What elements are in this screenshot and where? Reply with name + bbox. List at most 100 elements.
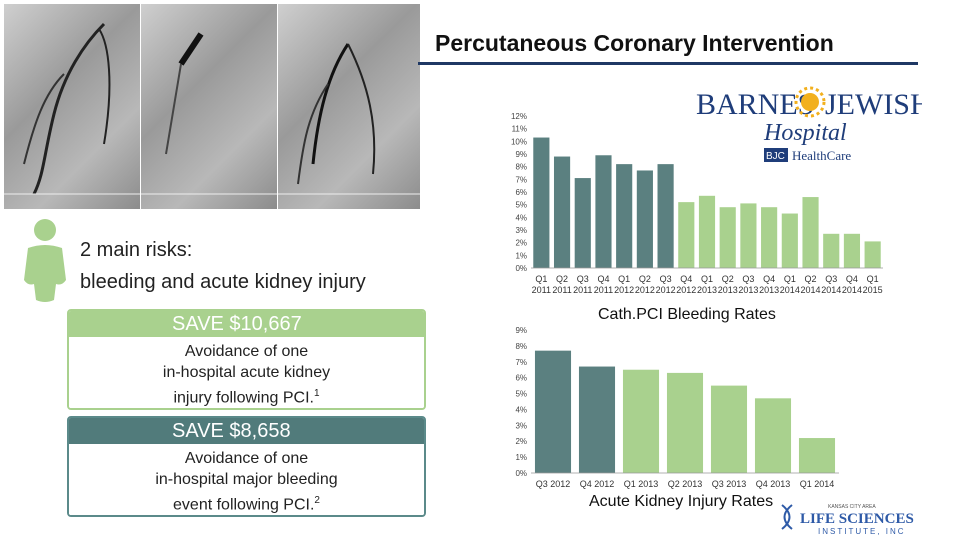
x-tick-label: 2013 [718, 285, 738, 295]
bar [781, 213, 798, 268]
x-tick-label: 2014 [842, 285, 862, 295]
person-icon [24, 219, 66, 302]
dna-icon [781, 504, 793, 530]
y-tick-label: 11% [512, 125, 527, 134]
x-tick-label: Q1 [618, 274, 630, 284]
x-tick-label: 2012 [656, 285, 676, 295]
x-tick-label: Q2 [639, 274, 651, 284]
x-tick-label: 2012 [614, 285, 634, 295]
x-tick-label: Q2 2013 [668, 479, 703, 489]
bar [595, 155, 612, 268]
save-heading: SAVE $8,658 [69, 418, 424, 444]
save-description: Avoidance of one in-hospital major bleed… [69, 444, 424, 516]
x-tick-label: Q3 [825, 274, 837, 284]
bar [740, 203, 757, 268]
save-line: injury following PCI.1 [173, 388, 320, 407]
sun-icon [794, 86, 826, 118]
footnote-marker: 1 [313, 388, 320, 399]
y-tick-label: 5% [515, 201, 527, 210]
save-line: Avoidance of one [184, 450, 309, 467]
x-tick-label: Q4 [680, 274, 692, 284]
y-tick-label: 7% [515, 175, 527, 184]
x-tick-label: Q1 [784, 274, 796, 284]
bar [698, 195, 716, 268]
bar [666, 372, 704, 473]
save-line: in-hospital acute kidney [162, 364, 331, 381]
x-tick-label: Q3 [742, 274, 754, 284]
barnes-jewish-logo: BARNES JEWISH Hospital BJC HealthCare [696, 86, 922, 163]
x-tick-label: 2012 [676, 285, 696, 295]
x-tick-label: Q2 [556, 274, 568, 284]
bar [761, 207, 778, 268]
y-tick-label: 10% [511, 137, 527, 146]
aki-chart: 0% 1% 2% 3% 4% 5% 6% 7% 8% 9% Q3 2012 Q4 2012 Q1 201… [515, 326, 839, 489]
x-tick-label: Q4 2012 [580, 479, 615, 489]
svg-text:KANSAS CITY AREA: KANSAS CITY AREA [828, 504, 876, 510]
save-box-aki: SAVE $10,667 Avoidance of one in-hospita… [67, 309, 426, 411]
x-tick-label: 2014 [780, 285, 800, 295]
y-tick-label: 7% [515, 358, 527, 367]
svg-text:Hospital: Hospital [763, 120, 847, 146]
bar [802, 197, 819, 268]
bar [864, 241, 881, 268]
y-tick-label: 3% [515, 421, 527, 430]
x-tick-label: Q1 [535, 274, 547, 284]
x-tick-label: Q3 2012 [536, 479, 571, 489]
bar [843, 233, 861, 268]
x-tick-label: 2011 [573, 285, 592, 295]
y-tick-label: 12% [511, 112, 527, 121]
bar [553, 156, 571, 268]
bar [719, 207, 736, 268]
x-tick-label: 2013 [759, 285, 779, 295]
x-tick-label: Q4 [763, 274, 775, 284]
y-tick-label: 0% [515, 469, 527, 478]
x-tick-label: Q1 2013 [624, 479, 659, 489]
risk-line-2: bleeding and acute kidney injury [80, 271, 366, 293]
angiogram-image-3 [278, 4, 420, 209]
x-tick-label: Q4 [846, 274, 858, 284]
y-tick-label: 8% [515, 342, 527, 351]
risk-line-1: 2 main risks: [80, 239, 193, 261]
x-tick-label: 2012 [635, 285, 655, 295]
bleeding-chart: 0%1%2%3%4%5%6%7%8%9%10%11%12%Q12011Q2201… [511, 112, 883, 295]
x-tick-label: Q2 [805, 274, 817, 284]
chart-title-aki: Acute Kidney Injury Rates [589, 493, 774, 510]
x-tick-label: Q3 2013 [712, 479, 747, 489]
x-tick-label: 2014 [801, 285, 821, 295]
chart-title-bleeding: Cath.PCI Bleeding Rates [598, 306, 776, 323]
risk-description: 2 main risks: bleeding and acute kidney … [80, 234, 366, 298]
save-heading: SAVE $10,667 [69, 311, 424, 337]
save-line: event following PCI.2 [173, 495, 320, 514]
x-tick-label: 2014 [821, 285, 841, 295]
y-tick-label: 1% [515, 251, 527, 260]
y-tick-label: 2% [515, 437, 527, 446]
bar [533, 137, 550, 268]
svg-text:INSTITUTE, INC: INSTITUTE, INC [818, 527, 906, 536]
y-tick-label: 6% [515, 188, 527, 197]
x-tick-label: 2013 [697, 285, 717, 295]
y-tick-label: 9% [515, 326, 527, 335]
x-tick-label: Q4 [597, 274, 609, 284]
x-tick-label: Q3 [577, 274, 589, 284]
life-sciences-logo: KANSAS CITY AREA LIFE SCIENCES INSTITUTE… [781, 504, 914, 536]
bar [678, 202, 695, 268]
page-title: Percutaneous Coronary Intervention [435, 30, 834, 56]
x-tick-label: Q4 2013 [756, 479, 791, 489]
y-tick-label: 0% [515, 264, 527, 273]
bar [578, 366, 616, 473]
bar [657, 164, 674, 268]
x-tick-label: Q1 [701, 274, 713, 284]
y-tick-label: 5% [515, 390, 527, 399]
title-underline [418, 62, 918, 65]
bar [710, 385, 748, 473]
x-tick-label: 2011 [532, 285, 551, 295]
save-line: in-hospital major bleeding [155, 471, 338, 488]
bar [754, 398, 792, 473]
save-box-bleeding: SAVE $8,658 Avoidance of one in-hospital… [67, 416, 426, 518]
y-tick-label: 9% [515, 150, 527, 159]
bar [636, 170, 653, 268]
bar [616, 164, 633, 268]
x-tick-label: Q2 [722, 274, 734, 284]
y-tick-label: 6% [515, 374, 527, 383]
footnote-marker: 2 [314, 495, 320, 506]
